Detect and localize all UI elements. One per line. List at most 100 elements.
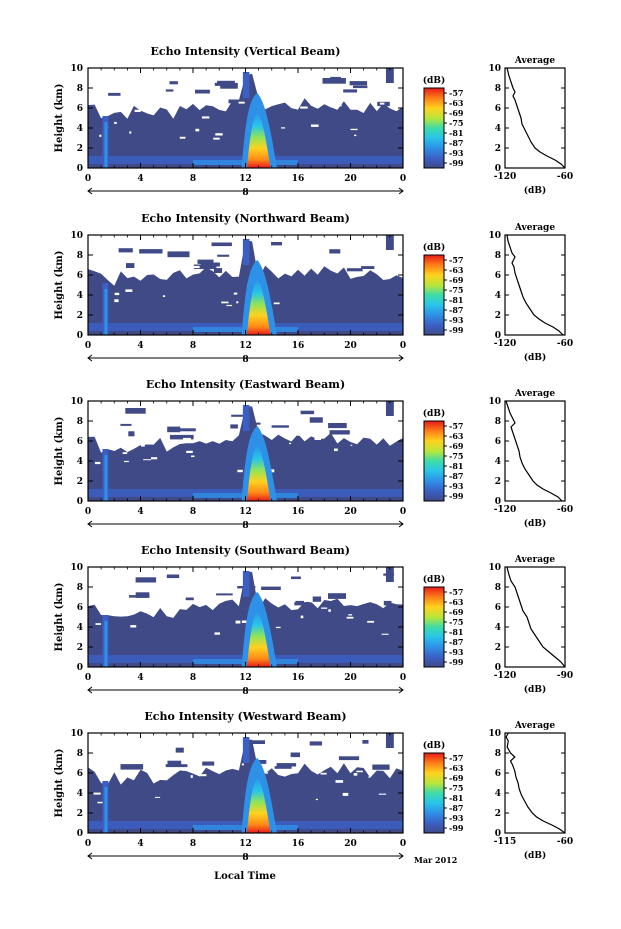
core-top — [242, 72, 250, 98]
echo-patch — [271, 425, 289, 428]
echo-patch — [361, 266, 375, 269]
colorbar-tick-label: -87 — [449, 138, 463, 148]
echo-patch — [309, 741, 322, 746]
echo-patch — [312, 596, 322, 602]
echo-gap — [195, 128, 200, 132]
x-tick-label: 20 — [344, 839, 357, 849]
panel-title: Echo Intensity (Northward Beam) — [141, 212, 350, 225]
profile-y-tick-label: 6 — [495, 769, 501, 779]
echo-gap — [314, 437, 321, 440]
colorbar-tick-label: -75 — [449, 783, 463, 793]
plume — [104, 621, 108, 667]
colorbar-tick-label: -75 — [449, 617, 463, 627]
y-tick-label: 6 — [77, 271, 83, 281]
echo-gap — [114, 292, 120, 296]
echo-patch — [300, 410, 315, 415]
echo-gap — [342, 265, 350, 268]
echo-patch — [244, 422, 261, 425]
y-axis-label: Height (km) — [54, 417, 65, 486]
echo-patch — [372, 764, 390, 770]
echo-patch — [167, 251, 190, 258]
x-tick-label: 0 — [85, 174, 91, 184]
panel-title: Echo Intensity (Eastward Beam) — [146, 378, 345, 391]
echo-gap — [238, 101, 245, 104]
x-tick-label: 16 — [292, 507, 305, 517]
x-tick-label: 0 — [400, 673, 406, 683]
y-tick-label: 2 — [77, 643, 83, 653]
profile-x-tick-label: -60 — [557, 172, 573, 182]
y-tick-label: 4 — [77, 457, 83, 467]
echo-gap — [134, 109, 141, 112]
profile-frame — [504, 234, 566, 336]
colorbar-tick-label: -99 — [449, 657, 464, 667]
y-axis-label: Height (km) — [54, 84, 65, 153]
y-tick-label: 0 — [77, 164, 83, 174]
colorbar-unit: (dB) — [423, 408, 445, 419]
heatmap — [88, 567, 403, 667]
profile-xlabel: (dB) — [524, 185, 546, 196]
date-bar-arrow — [398, 354, 404, 362]
echo-gap — [366, 433, 369, 435]
profile-x-tick-label: -60 — [557, 837, 573, 847]
profile-line — [505, 400, 563, 502]
echo-patch — [274, 766, 292, 769]
echo-patch — [257, 760, 267, 764]
heatmap — [88, 235, 403, 335]
profile-y-tick-label: 10 — [488, 64, 501, 74]
echo-patch — [165, 89, 174, 92]
x-tick-label: 12 — [239, 341, 252, 351]
heatmap — [88, 68, 403, 168]
profile-x-tick-label: -60 — [557, 339, 573, 349]
echo-layer — [88, 739, 403, 833]
panel-title: Echo Intensity (Vertical Beam) — [150, 45, 340, 58]
colorbar-tick-label: -63 — [449, 597, 464, 607]
y-tick-label: 0 — [77, 663, 83, 673]
echo-gap — [183, 437, 191, 441]
echo-patch — [243, 740, 265, 744]
colorbar-tick-label: -93 — [449, 315, 464, 325]
x-tick-label: 4 — [137, 507, 143, 517]
echo-gap — [125, 289, 133, 292]
colorbar-tick-label: -81 — [449, 793, 463, 803]
echo-patch — [169, 81, 178, 85]
echo-gap — [226, 304, 233, 307]
y-tick-label: 0 — [77, 829, 83, 839]
echo-patch — [128, 431, 135, 437]
profile-x-tick-label: -115 — [494, 837, 517, 847]
echo-patch — [322, 78, 346, 84]
x-tick-label: 4 — [137, 673, 143, 683]
y-tick-label: 6 — [77, 104, 83, 114]
profile-y-tick-label: 4 — [495, 623, 501, 633]
echo-patch — [328, 423, 347, 429]
colorbar-tick-label: -57 — [449, 753, 463, 763]
echo-patch — [261, 586, 281, 590]
profile-x-tick-label: -120 — [494, 505, 517, 515]
echo-gap — [335, 780, 344, 783]
profile-y-tick-label: 10 — [488, 397, 501, 407]
profile-frame — [504, 400, 566, 502]
profile-y-tick-label: 10 — [488, 563, 501, 573]
echo-gap — [97, 801, 105, 804]
y-tick-label: 4 — [77, 124, 83, 134]
echo-patch — [329, 249, 341, 254]
echo-patch — [166, 574, 180, 579]
core-top — [242, 571, 250, 597]
echo-patch — [167, 760, 182, 767]
echo-gap — [281, 127, 286, 129]
echo-gap — [217, 600, 221, 602]
colorbar — [423, 586, 445, 668]
x-tick-label: 8 — [190, 174, 196, 184]
y-tick-label: 4 — [77, 789, 83, 799]
x-tick-label: 12 — [239, 174, 252, 184]
echo-patch — [353, 85, 368, 89]
echo-gap — [320, 772, 327, 775]
echo-gap — [190, 775, 193, 778]
profile-y-tick-label: 4 — [495, 124, 501, 134]
profile-y-tick-label: 2 — [495, 643, 501, 653]
echo-gap — [356, 770, 363, 773]
echo-gap — [328, 609, 331, 612]
y-tick-label: 2 — [77, 477, 83, 487]
colorbar-tick-label: -63 — [449, 763, 464, 773]
profile-line — [506, 234, 564, 336]
profile-line — [506, 67, 566, 169]
